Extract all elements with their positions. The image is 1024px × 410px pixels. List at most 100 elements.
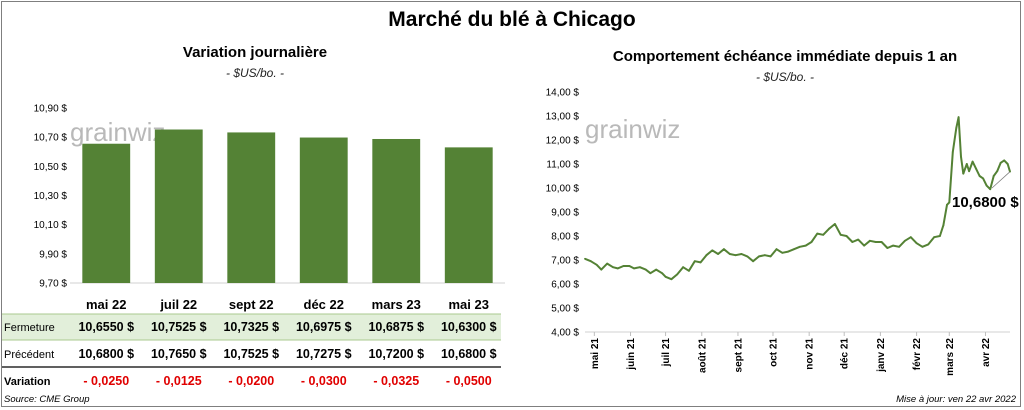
price-point <box>705 254 708 257</box>
price-point <box>999 161 1002 164</box>
price-point <box>978 175 981 177</box>
bar-chart-x-tick-label: déc 22 <box>304 297 344 312</box>
price-point <box>693 260 696 263</box>
line-chart-x-tick-label: juin 21 <box>626 338 637 371</box>
line-chart-x-tick-label: déc 21 <box>840 338 851 370</box>
bar-chart-y-tick-label: 10,10 $ <box>34 220 68 231</box>
price-point <box>1003 159 1006 162</box>
price-point <box>717 253 720 255</box>
line-chart-y-tick-label: 5,00 $ <box>551 304 579 315</box>
line-chart-y-tick-label: 12,00 $ <box>546 136 580 147</box>
price-point <box>946 203 948 206</box>
line-chart-x-tick-label: févr 22 <box>912 338 923 371</box>
line-chart-y-tick-label: 10,00 $ <box>546 184 580 195</box>
price-point <box>670 278 673 281</box>
bar-chart-x-tick-label: mai 23 <box>449 297 489 312</box>
line-chart-x-tick-label: janv 22 <box>876 338 887 373</box>
price-point <box>676 273 679 276</box>
table-cell: 10,7525 $ <box>151 320 207 334</box>
table-cell: 10,6875 $ <box>368 320 424 334</box>
price-point <box>622 265 625 267</box>
price-point <box>892 244 895 247</box>
price-point <box>833 223 836 225</box>
bar-chart-y-tick-label: 10,30 $ <box>34 191 68 202</box>
price-point <box>898 245 900 248</box>
price-point <box>775 248 778 251</box>
bar-chart-y-tick-label: 10,90 $ <box>34 104 68 115</box>
price-point <box>769 255 772 258</box>
line-chart-x-tick-label: oct 21 <box>768 338 779 367</box>
price-point <box>723 248 725 251</box>
price-point <box>851 241 854 243</box>
bar-chart-y-tick-label: 9,70 $ <box>39 279 67 290</box>
bar <box>444 147 493 283</box>
table-cell: - 0,0300 <box>301 374 347 388</box>
price-point <box>628 265 631 267</box>
line-chart-x-tick-label: sept 21 <box>733 338 744 373</box>
price-point <box>633 267 635 270</box>
price-point <box>810 241 813 243</box>
price-point <box>740 253 743 255</box>
table-cell: - 0,0250 <box>83 374 129 388</box>
price-point <box>734 254 737 257</box>
price-point <box>616 267 619 270</box>
line-chart-y-tick-label: 14,00 $ <box>546 88 580 99</box>
line-chart-y-tick-label: 4,00 $ <box>551 328 579 339</box>
line-chart-y-tick-label: 8,00 $ <box>551 232 579 243</box>
line-chart-watermark: grainwiz <box>585 114 680 144</box>
price-point <box>638 266 641 269</box>
table-row-label: Variation <box>4 376 51 388</box>
price-point <box>688 269 690 272</box>
price-point <box>655 268 658 271</box>
price-point <box>968 170 971 173</box>
price-point <box>845 235 848 237</box>
line-chart-x-tick-label: juil 21 <box>661 338 672 368</box>
price-point <box>962 172 965 175</box>
table-cell: 10,7650 $ <box>151 347 207 361</box>
price-point <box>600 268 603 271</box>
price-point <box>939 235 941 237</box>
price-point <box>839 233 842 236</box>
table-cell: 10,6550 $ <box>78 320 134 334</box>
bar-chart-x-tick-label: sept 22 <box>229 297 274 312</box>
table-cell: - 0,0500 <box>446 374 492 388</box>
source-note: Source: CME Group <box>4 394 90 405</box>
price-point <box>711 249 714 252</box>
price-point <box>595 263 598 266</box>
price-point <box>822 233 825 236</box>
price-point <box>996 170 999 173</box>
price-point <box>816 232 819 235</box>
bar-chart-watermark: grainwiz <box>70 117 165 147</box>
price-point <box>975 167 978 170</box>
price-point <box>992 175 995 177</box>
close-row-background <box>2 314 501 340</box>
bar-chart-x-tick-label: juil 22 <box>159 297 197 312</box>
price-point <box>664 275 667 278</box>
bar-chart-y-tick-label: 9,90 $ <box>39 249 67 260</box>
price-point <box>1006 163 1009 165</box>
line-chart-y-tick-label: 9,00 $ <box>551 208 579 219</box>
line-chart-title: Comportement échéance immédiate depuis 1… <box>612 48 958 65</box>
price-point <box>857 238 860 241</box>
line-chart-x-tick-label: mai 21 <box>590 338 601 370</box>
table-row-label: Fermeture <box>4 322 55 334</box>
line-chart-unit: - $US/bo. - <box>755 70 815 84</box>
price-point <box>781 251 784 254</box>
price-point <box>787 250 790 253</box>
table-cell: 10,7325 $ <box>223 320 279 334</box>
price-point <box>886 247 889 249</box>
table-cell: - 0,0125 <box>156 374 202 388</box>
bar-chart-title: Variation journalière <box>182 44 328 61</box>
table-cell: 10,7200 $ <box>368 347 424 361</box>
line-chart-y-tick-label: 6,00 $ <box>551 280 579 291</box>
price-point <box>957 116 960 119</box>
price-point <box>921 245 924 248</box>
price-point <box>971 160 974 163</box>
price-point <box>874 241 877 243</box>
line-chart-y-tick-label: 13,00 $ <box>546 112 580 123</box>
price-point <box>927 243 930 246</box>
bar <box>299 137 348 283</box>
price-point <box>612 266 614 269</box>
price-point <box>644 268 647 271</box>
